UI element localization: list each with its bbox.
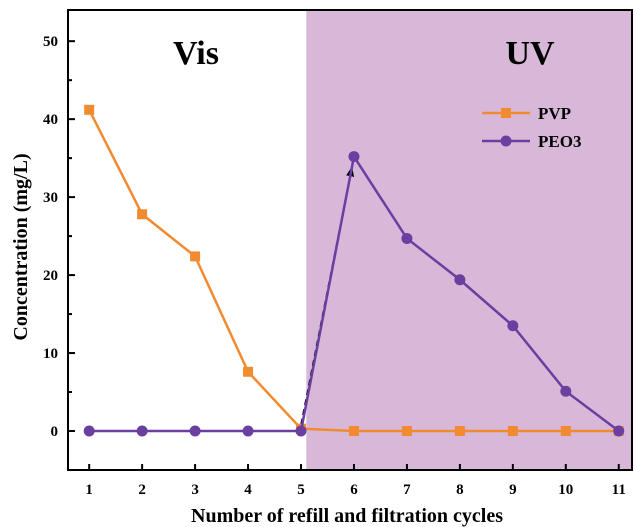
x-tick-label-7: 7 [403, 482, 411, 498]
y-tick-label-50: 50 [43, 34, 58, 50]
x-tick-label-5: 5 [297, 482, 305, 498]
point-pvp-9 [507, 426, 518, 437]
y-axis-title: Concentration (mg/L) [10, 153, 32, 340]
y-tick-label-40: 40 [43, 112, 58, 128]
legend-marker-pvp [501, 108, 511, 118]
legend-marker-peo3 [500, 135, 512, 147]
point-peo3-9 [507, 320, 519, 332]
point-pvp-6 [348, 426, 359, 437]
x-tick-label-4: 4 [244, 482, 252, 498]
legend: PVP PEO3 [482, 104, 581, 151]
x-tick-label-10: 10 [558, 482, 573, 498]
point-peo3-10 [560, 385, 572, 397]
point-peo3-4 [242, 425, 254, 437]
point-pvp-1 [84, 104, 95, 115]
point-pvp-7 [401, 426, 412, 437]
region-band-1 [306, 10, 632, 470]
legend-label-peo3: PEO3 [538, 132, 581, 151]
x-tick-label-6: 6 [350, 482, 358, 498]
point-peo3-2 [136, 425, 148, 437]
axes-layer: 1 2 3 4 5 6 7 8 9 10 11 0 10 20 30 40 50 [43, 9, 633, 498]
x-axis-title: Number of refill and filtration cycles [191, 505, 503, 527]
point-peo3-6 [348, 151, 360, 163]
x-tick-label-8: 8 [456, 482, 464, 498]
x-tick-label-9: 9 [509, 482, 517, 498]
labels-layer: Vis UV Number of refill and filtration c… [10, 35, 555, 527]
point-peo3-8 [454, 274, 466, 286]
point-pvp-2 [137, 209, 148, 220]
region-band-0 [68, 10, 307, 470]
point-pvp-4 [243, 366, 254, 377]
x-tick-label-2: 2 [138, 482, 146, 498]
legend-label-pvp: PVP [538, 104, 571, 123]
point-peo3-11 [613, 425, 625, 437]
y-tick-label-0: 0 [51, 424, 59, 440]
y-tick-label-10: 10 [43, 346, 58, 362]
regions-layer [68, 10, 632, 470]
point-pvp-3 [190, 251, 201, 262]
x-tick-label-3: 3 [191, 482, 199, 498]
point-peo3-1 [83, 425, 95, 437]
point-peo3-7 [401, 232, 413, 244]
point-peo3-3 [189, 425, 201, 437]
x-tick-label-11: 11 [612, 482, 626, 498]
region-label-vis: Vis [173, 35, 219, 72]
x-tick-label-1: 1 [85, 482, 93, 498]
plot-frame [67, 9, 633, 471]
point-pvp-10 [560, 426, 571, 437]
point-peo3-5 [295, 425, 307, 437]
point-pvp-8 [454, 426, 465, 437]
region-label-uv: UV [505, 35, 555, 72]
series-layer [83, 104, 625, 437]
y-tick-label-20: 20 [43, 268, 58, 284]
y-tick-label-30: 30 [43, 190, 58, 206]
